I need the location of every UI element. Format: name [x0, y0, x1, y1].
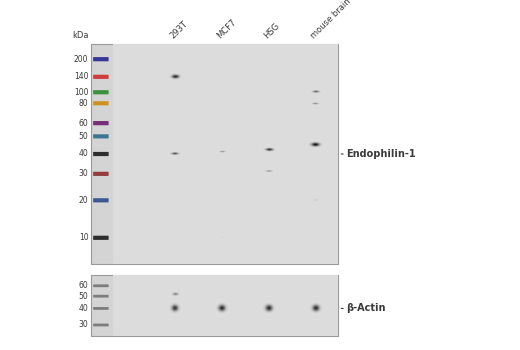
Text: 100: 100 [74, 88, 88, 97]
FancyBboxPatch shape [93, 295, 109, 298]
FancyBboxPatch shape [93, 75, 109, 79]
FancyBboxPatch shape [93, 284, 109, 287]
Text: MCF7: MCF7 [216, 18, 239, 40]
Bar [91, 275, 338, 336]
Text: 60: 60 [79, 119, 88, 128]
FancyBboxPatch shape [93, 323, 109, 326]
FancyBboxPatch shape [93, 198, 109, 202]
Text: 40: 40 [79, 149, 88, 159]
Text: HSG: HSG [263, 21, 282, 40]
Text: 20: 20 [79, 196, 88, 205]
Bar [113, 275, 338, 336]
Text: 50: 50 [79, 132, 88, 141]
Text: 10: 10 [79, 233, 88, 242]
Bar [91, 44, 338, 264]
FancyBboxPatch shape [93, 307, 109, 310]
FancyBboxPatch shape [93, 172, 109, 176]
Text: 60: 60 [79, 281, 88, 290]
Text: 140: 140 [74, 72, 88, 81]
Text: 200: 200 [74, 55, 88, 64]
Text: mouse brain: mouse brain [309, 0, 353, 40]
FancyBboxPatch shape [93, 134, 109, 139]
Text: Endophilin-1: Endophilin-1 [346, 149, 415, 159]
Bar [113, 44, 338, 264]
Text: 293T: 293T [168, 19, 190, 40]
Text: 30: 30 [79, 321, 88, 329]
FancyBboxPatch shape [93, 57, 109, 61]
FancyBboxPatch shape [93, 236, 109, 240]
FancyBboxPatch shape [93, 101, 109, 105]
Text: 40: 40 [79, 304, 88, 313]
Text: β-Actin: β-Actin [346, 303, 385, 314]
FancyBboxPatch shape [93, 152, 109, 156]
FancyBboxPatch shape [93, 90, 109, 94]
FancyBboxPatch shape [93, 121, 109, 125]
Text: 80: 80 [79, 99, 88, 108]
Text: 30: 30 [79, 169, 88, 178]
Text: kDa: kDa [72, 30, 88, 40]
Text: 50: 50 [79, 292, 88, 301]
